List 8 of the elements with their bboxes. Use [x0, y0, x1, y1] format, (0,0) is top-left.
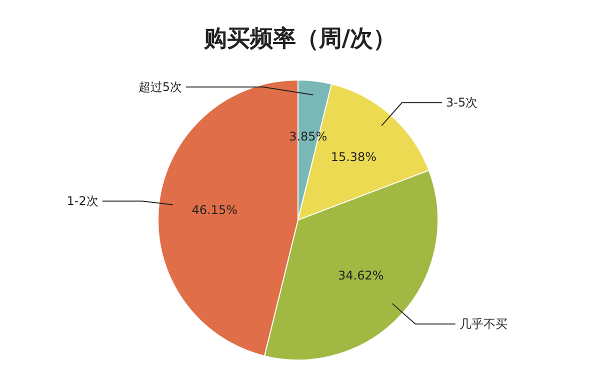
slice-label: 1-2次 [66, 194, 98, 208]
data-label: 46.15% [192, 202, 238, 217]
slice-label: 几乎不买 [459, 316, 508, 331]
data-label: 34.62% [338, 268, 384, 283]
chart-title: 购买频率（周/次） [202, 25, 396, 52]
data-label: 15.38% [330, 150, 377, 164]
slice-label: 超过5次 [138, 80, 182, 94]
slice-label: 3-5次 [446, 96, 478, 110]
